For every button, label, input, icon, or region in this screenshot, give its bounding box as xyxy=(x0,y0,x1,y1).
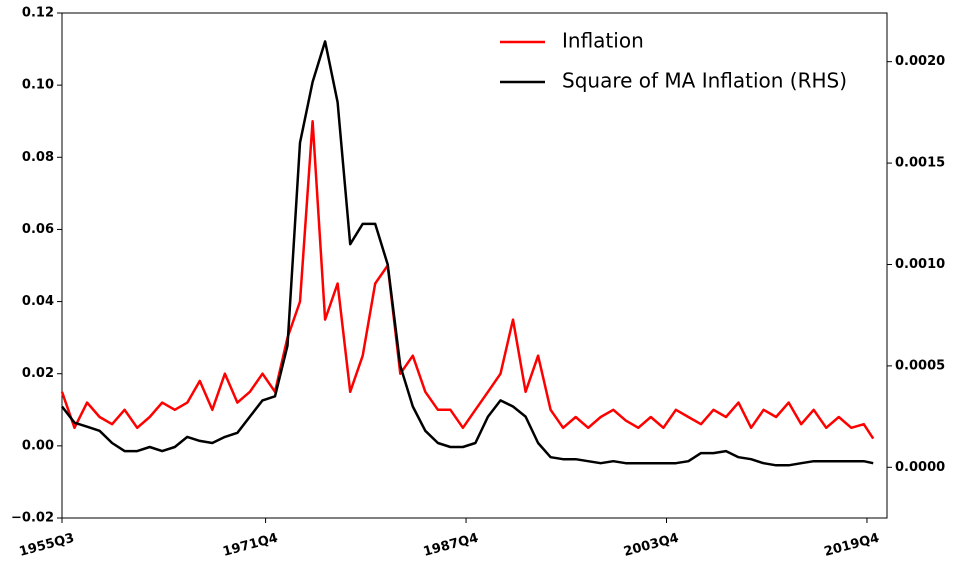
legend-label: Square of MA Inflation (RHS) xyxy=(562,69,847,93)
y-tick-label: 0.06 xyxy=(22,222,54,237)
x-tick-label: 1987Q4 xyxy=(422,531,480,560)
y-tick-label: 0.04 xyxy=(22,294,54,309)
y-tick-label: 0.10 xyxy=(22,78,54,93)
x-tick-label: 1971Q4 xyxy=(221,531,279,560)
y2-tick-label: 0.0020 xyxy=(895,54,945,69)
y2-tick-label: 0.0010 xyxy=(895,257,945,272)
y-tick-label: 0.00 xyxy=(22,438,54,453)
y-tick-label: 0.12 xyxy=(22,6,54,21)
line xyxy=(61,40,874,467)
y2-tick-label: 0.0015 xyxy=(895,156,945,171)
y2-tick-label: 0.0005 xyxy=(895,358,945,373)
legend-label: Inflation xyxy=(562,29,644,53)
plot-frame xyxy=(61,12,888,519)
x-tick-label: 1955Q3 xyxy=(18,531,76,560)
y-tick-label: −0.02 xyxy=(11,511,54,526)
line xyxy=(60,119,875,440)
x-tick-label: 2019Q4 xyxy=(823,531,881,560)
y2-tick-label: 0.0000 xyxy=(895,460,945,475)
y-tick-label: 0.02 xyxy=(22,366,54,381)
y-tick-label: 0.08 xyxy=(22,150,54,165)
x-tick-label: 2003Q4 xyxy=(622,531,680,560)
